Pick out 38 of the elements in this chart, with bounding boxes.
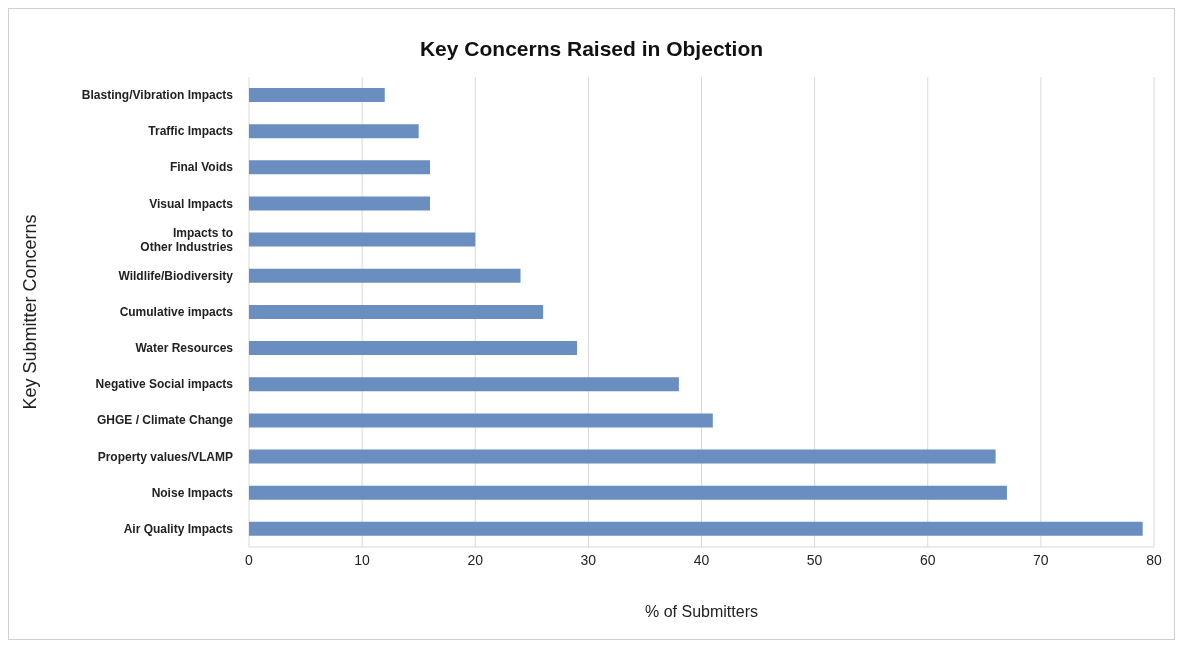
y-tick-label: GHGE / Climate Change — [96, 413, 234, 428]
bar — [249, 521, 1143, 536]
y-tick-label: Final Voids — [169, 160, 234, 175]
y-tick-label: Water Resources — [135, 341, 234, 356]
y-tick-label: Cumulative impacts — [119, 305, 234, 319]
y-tick-label: Property values/VLAMP — [97, 449, 233, 464]
y-tick-label: Blasting/Vibration Impacts — [81, 88, 234, 103]
x-tick-label: 30 — [580, 551, 597, 568]
y-tick-label: Traffic Impacts — [148, 124, 234, 139]
bar — [249, 377, 679, 392]
x-tick-label: 60 — [919, 551, 936, 568]
bar — [249, 413, 713, 428]
chart-title: Key Concerns Raised in Objection — [418, 36, 765, 62]
bar — [249, 232, 476, 247]
y-tick-label: Wildlife/Biodiversity — [118, 268, 234, 283]
y-tick-label: Air Quality Impacts — [123, 521, 234, 536]
y-tick-label: Impacts to Other Industries — [140, 225, 234, 254]
bar — [249, 341, 578, 356]
bar — [249, 196, 430, 211]
x-tick-label: 70 — [1033, 551, 1049, 568]
bar — [249, 304, 544, 319]
y-tick-label: Negative Social impacts — [95, 377, 234, 392]
y-tick-label: Visual Impacts — [149, 196, 234, 211]
bar — [249, 124, 419, 139]
x-tick-label: 20 — [467, 551, 484, 568]
x-tick-label: 80 — [1146, 551, 1162, 568]
x-tick-label: 40 — [693, 551, 710, 568]
x-tick-label: 0 — [245, 551, 254, 568]
bar — [249, 449, 996, 464]
x-tick-label: 50 — [806, 551, 823, 568]
bar — [249, 88, 385, 102]
y-axis-title: Key Submitter Concerns — [19, 214, 40, 410]
bar — [249, 485, 1007, 500]
x-tick-label: 10 — [354, 551, 371, 568]
x-axis-title: % of Submitters — [645, 603, 758, 620]
bar — [249, 268, 521, 283]
bar — [249, 160, 430, 175]
y-tick-label: Noise Impacts — [151, 485, 234, 500]
